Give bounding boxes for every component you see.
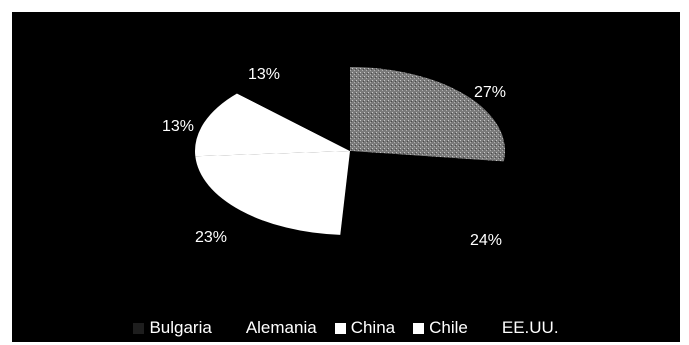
- legend-label-china: China: [350, 318, 396, 337]
- legend-item-china: China: [334, 318, 396, 338]
- legend-item-bulgaria: Bulgaria: [133, 318, 212, 338]
- pie-slice-china: [195, 151, 350, 235]
- chart-frame: 27% 24% 23% 13% 13% Bulgaria Alemania Ch…: [12, 12, 680, 342]
- legend-swatch-eeuu: [485, 322, 497, 334]
- data-label-bulgaria: 27%: [474, 84, 507, 101]
- data-label-chile: 13%: [162, 118, 195, 135]
- pie-slice-eeuu: [237, 67, 350, 151]
- legend: Bulgaria Alemania China Chile EE.UU.: [12, 318, 680, 338]
- pie-slice-bulgaria: [350, 67, 506, 162]
- legend-swatch-chile: [413, 322, 425, 334]
- pie-chart: [195, 67, 506, 235]
- data-label-china: 23%: [195, 229, 228, 246]
- legend-item-alemania: Alemania: [229, 318, 317, 338]
- legend-label-eeuu: EE.UU.: [501, 318, 559, 337]
- legend-swatch-china: [334, 322, 346, 334]
- legend-swatch-alemania: [229, 322, 241, 334]
- data-label-alemania: 24%: [470, 232, 503, 249]
- legend-swatch-bulgaria: [133, 322, 145, 334]
- legend-label-chile: Chile: [429, 318, 468, 337]
- legend-item-eeuu: EE.UU.: [485, 318, 559, 338]
- legend-item-chile: Chile: [413, 318, 468, 338]
- pie-slice-chile: [195, 93, 350, 157]
- data-label-eeuu: 13%: [248, 66, 281, 83]
- pie-slice-alemania: [340, 151, 504, 235]
- legend-label-bulgaria: Bulgaria: [149, 318, 212, 337]
- legend-label-alemania: Alemania: [245, 318, 317, 337]
